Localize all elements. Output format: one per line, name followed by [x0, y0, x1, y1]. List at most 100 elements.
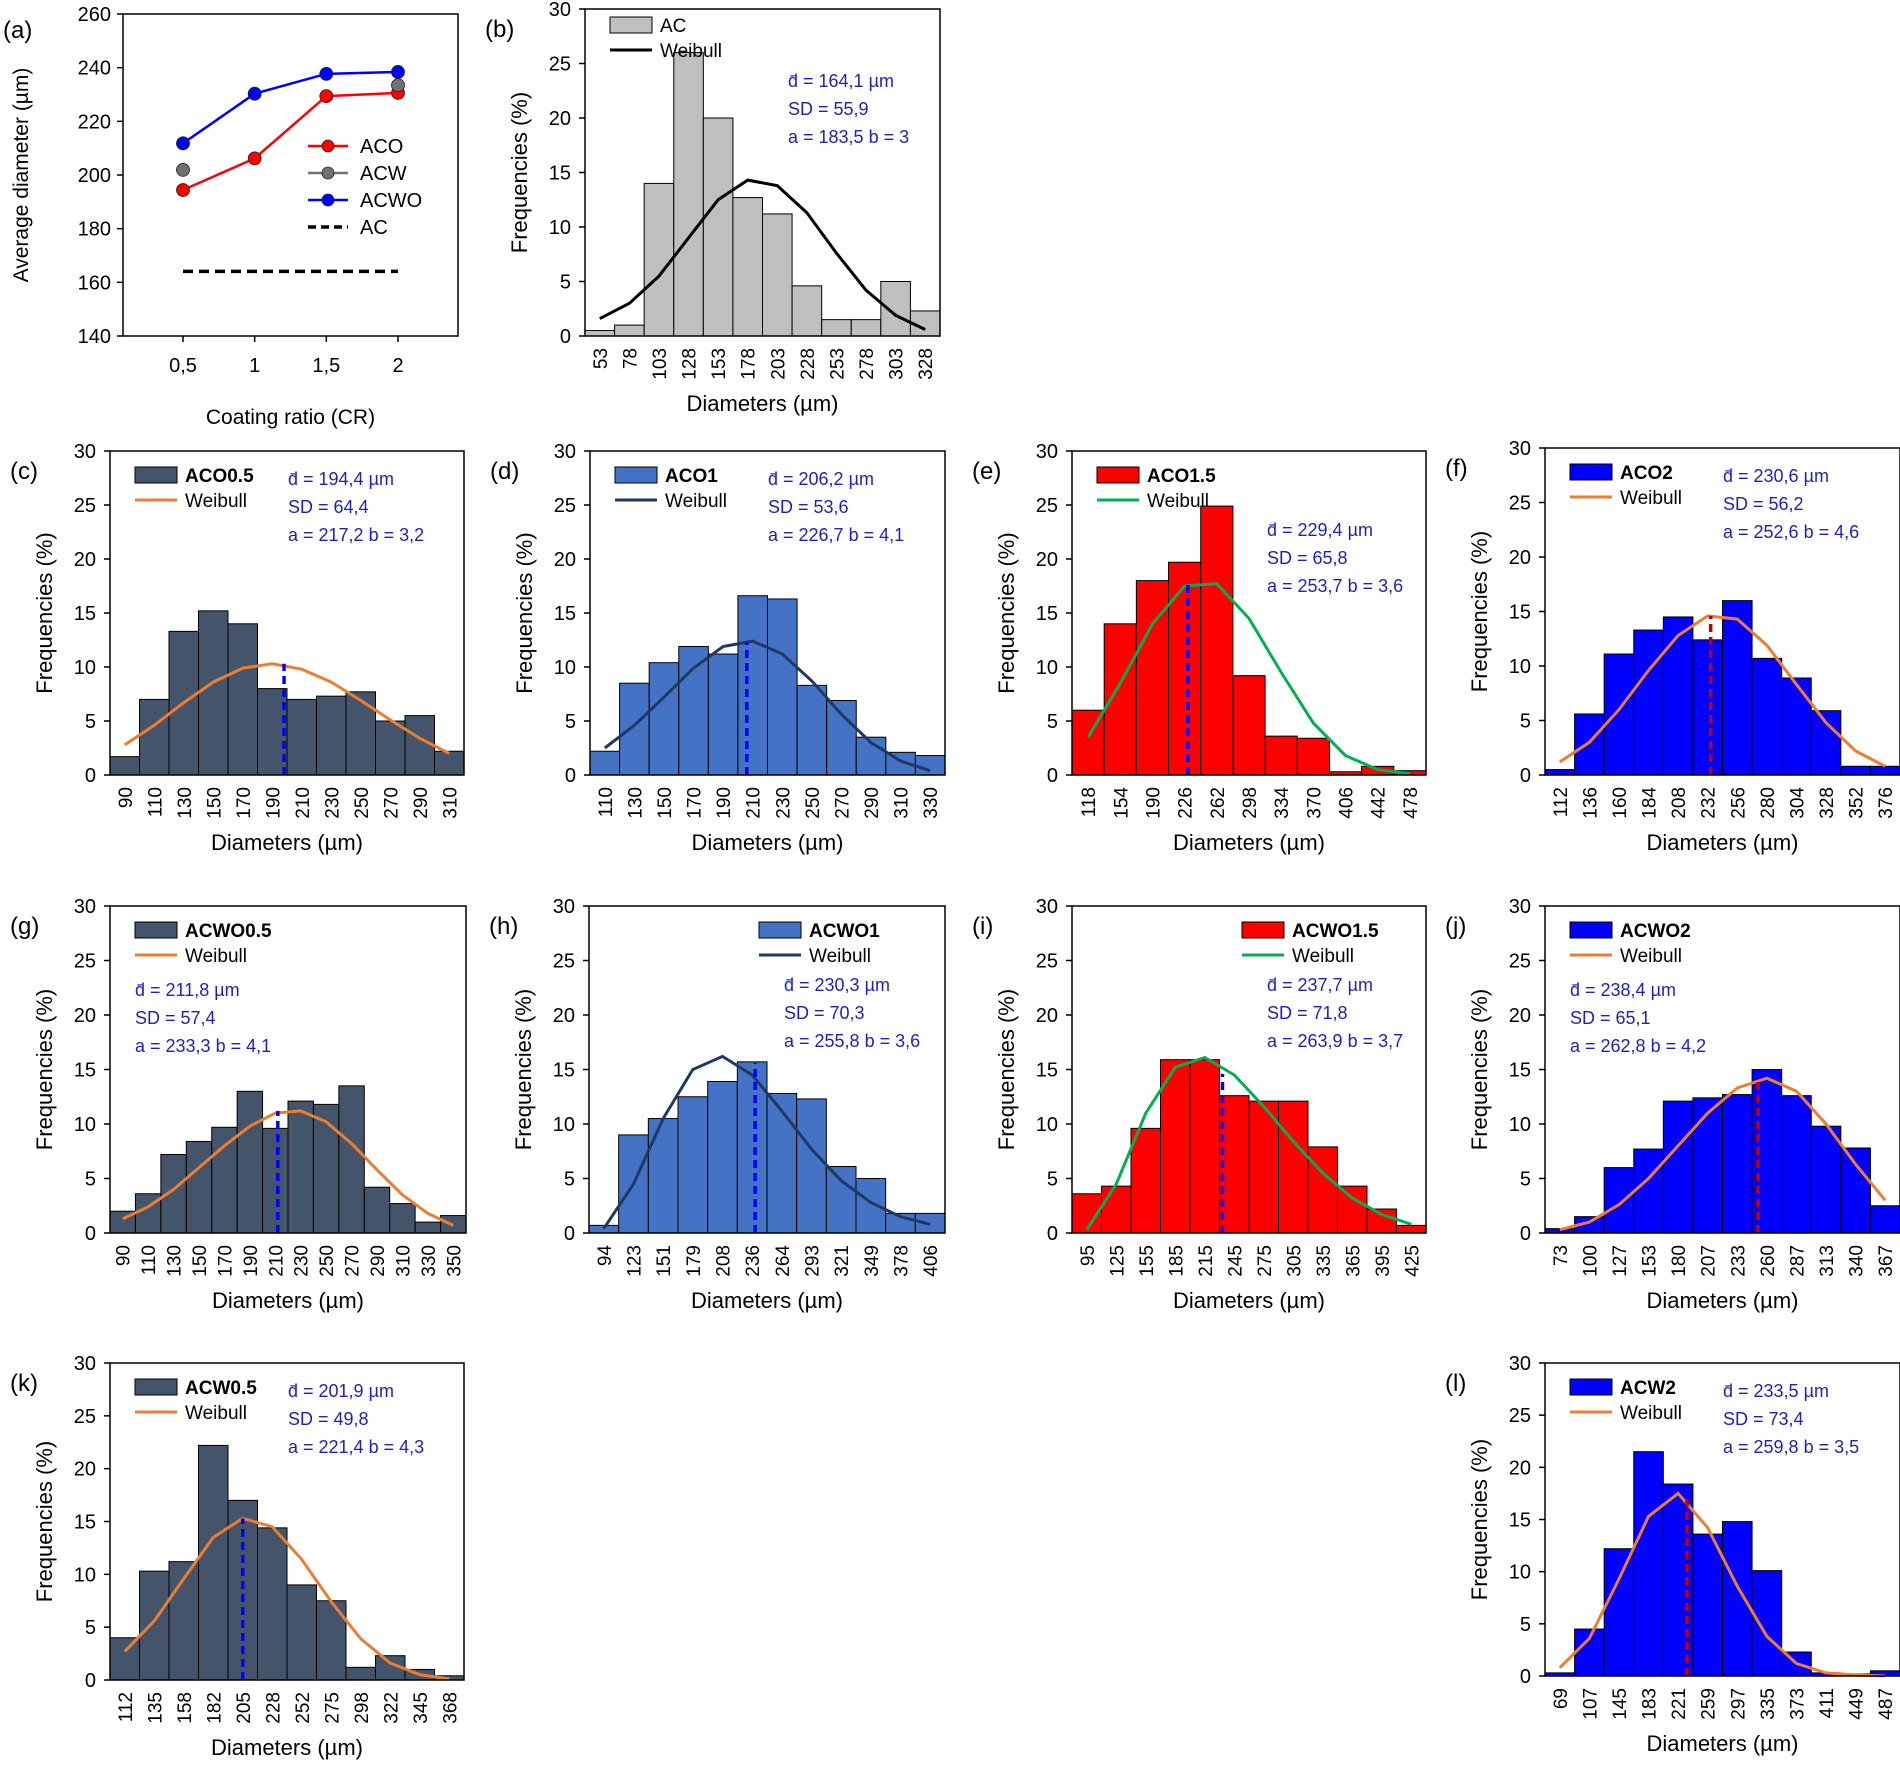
y-tick-label: 15 — [549, 163, 571, 185]
weibull-curve — [603, 639, 931, 773]
y-tick-label: 30 — [1509, 1353, 1531, 1375]
stat-line: a = 263,9 b = 3,7 — [1267, 1031, 1403, 1051]
x-tick-label: 253 — [827, 348, 848, 380]
histogram-bar — [1840, 765, 1871, 776]
y-tick-label: 20 — [1036, 1005, 1058, 1027]
y-tick-label: 30 — [1036, 896, 1058, 918]
legend-label-curve: Weibull — [185, 1403, 247, 1424]
y-tick-label: 20 — [1036, 549, 1058, 571]
histogram-bar — [1544, 769, 1576, 776]
plot-frame — [109, 1362, 465, 1681]
histogram-bar — [1248, 1100, 1279, 1234]
histogram-bar — [677, 1096, 709, 1234]
x-axis-title: Diameters (µm) — [1173, 1288, 1325, 1313]
plot-frame — [589, 450, 946, 776]
y-tick-label: 15 — [1036, 1060, 1058, 1082]
x-tick-label: 190 — [263, 787, 284, 819]
histogram-bar — [1722, 1094, 1753, 1234]
legend-label: AC — [360, 217, 388, 239]
y-axis-title: Frequencies (%) — [994, 532, 1019, 693]
x-axis-title: Coating ratio (CR) — [206, 406, 375, 429]
y-tick-label: 25 — [554, 495, 576, 517]
x-tick-label: 370 — [1304, 787, 1325, 819]
x-tick-label: 153 — [709, 348, 730, 380]
weibull-curve — [1558, 1491, 1886, 1678]
x-tick-label: 150 — [204, 787, 225, 819]
x-tick-label: 478 — [1401, 787, 1422, 819]
chart-panel-f: (f) 0 5 10 15 20 25 30 112 136 160 184 208 232 256 280 3… — [1445, 438, 1900, 855]
histogram-bar — [584, 330, 616, 337]
plot-frame — [1544, 447, 1900, 776]
x-tick-label: 203 — [768, 348, 789, 380]
y-tick-label: 0 — [85, 765, 96, 787]
series-line-acwo — [182, 70, 399, 145]
histogram-bar — [1810, 1125, 1842, 1234]
x-tick-label: 151 — [654, 1245, 675, 1277]
y-tick-label: 15 — [553, 1060, 575, 1082]
y-tick-label: 15 — [1036, 603, 1058, 625]
histogram-bar — [198, 610, 229, 776]
histogram-bar — [737, 595, 769, 776]
stat-line: d̄ = 194,4 µm — [288, 469, 394, 489]
stat-line: d̄ = 201,9 µm — [288, 1381, 394, 1401]
histogram-bar — [732, 197, 764, 337]
y-tick-label: 25 — [1509, 951, 1531, 973]
x-tick-label: 155 — [1137, 1245, 1158, 1277]
legend-swatch-bars — [134, 466, 178, 484]
x-tick-label: 262 — [1208, 787, 1229, 819]
legend-label-curve: Weibull — [665, 491, 727, 512]
y-tick-label: 25 — [549, 54, 571, 76]
plot-frame — [1071, 450, 1427, 776]
histogram-bar — [1722, 1521, 1753, 1677]
histogram-bar — [1603, 653, 1635, 776]
y-tick-label: 10 — [1509, 1114, 1531, 1136]
x-axis-title: Diameters (µm) — [211, 1735, 363, 1760]
y-axis-title: Frequencies (%) — [511, 989, 536, 1150]
histogram-bar — [414, 1221, 442, 1234]
stat-line: d̄ = 229,4 µm — [1267, 520, 1373, 540]
y-tick-label: 0 — [1047, 765, 1058, 787]
x-tick-label: 310 — [440, 787, 461, 819]
chart-panel-h: (h) 0 5 10 15 20 25 30 94 123 151 179 208 236 264 293 32… — [489, 896, 946, 1313]
x-tick-label: 298 — [352, 1692, 373, 1724]
histogram-bar — [287, 1100, 314, 1234]
x-tick-label: 328 — [916, 348, 937, 380]
weibull-curve — [602, 1054, 931, 1230]
histogram-bar — [1840, 1147, 1871, 1234]
histogram-bar — [257, 1527, 288, 1681]
x-tick-label: 185 — [1166, 1245, 1187, 1277]
histogram-bar — [434, 750, 465, 776]
y-tick-label: 15 — [1509, 602, 1531, 624]
weibull-curve — [1558, 614, 1886, 768]
legend-swatch-bars — [614, 466, 658, 484]
stat-line: SD = 56,2 — [1723, 494, 1804, 514]
histogram-bar — [791, 285, 823, 337]
y-tick-label: 30 — [549, 0, 571, 21]
histogram-bar — [1869, 765, 1900, 776]
weibull-curve — [123, 1516, 450, 1681]
histogram-bar — [375, 720, 406, 776]
x-tick-label: 95 — [1078, 1245, 1099, 1266]
histogram-bar — [647, 1118, 679, 1234]
x-tick-label: 103 — [650, 348, 671, 380]
y-tick-label: 20 — [74, 1005, 96, 1027]
x-tick-label: 270 — [343, 1245, 364, 1277]
x-tick-label: 252 — [293, 1692, 314, 1724]
x-tick-label: 190 — [714, 787, 735, 819]
histogram-bar — [707, 653, 739, 776]
x-tick-label: 376 — [1876, 787, 1897, 819]
x-tick-label: 184 — [1640, 787, 1661, 819]
legend-label-sample: ACWO0.5 — [185, 921, 272, 942]
y-axis-title: Frequencies (%) — [32, 1441, 57, 1602]
plot-frame — [584, 8, 941, 337]
histogram-bar — [855, 1178, 887, 1234]
data-point-aco — [176, 183, 190, 197]
y-tick-label: 5 — [560, 272, 571, 294]
x-tick-label: 190 — [241, 1245, 262, 1277]
legend-label-curve: Weibull — [1620, 1403, 1682, 1424]
x-tick-label: 160 — [1610, 787, 1631, 819]
legend-marker — [321, 139, 335, 153]
histogram-bar — [1781, 677, 1812, 776]
x-tick-label: 303 — [887, 348, 908, 380]
x-tick-label: 275 — [322, 1692, 343, 1724]
